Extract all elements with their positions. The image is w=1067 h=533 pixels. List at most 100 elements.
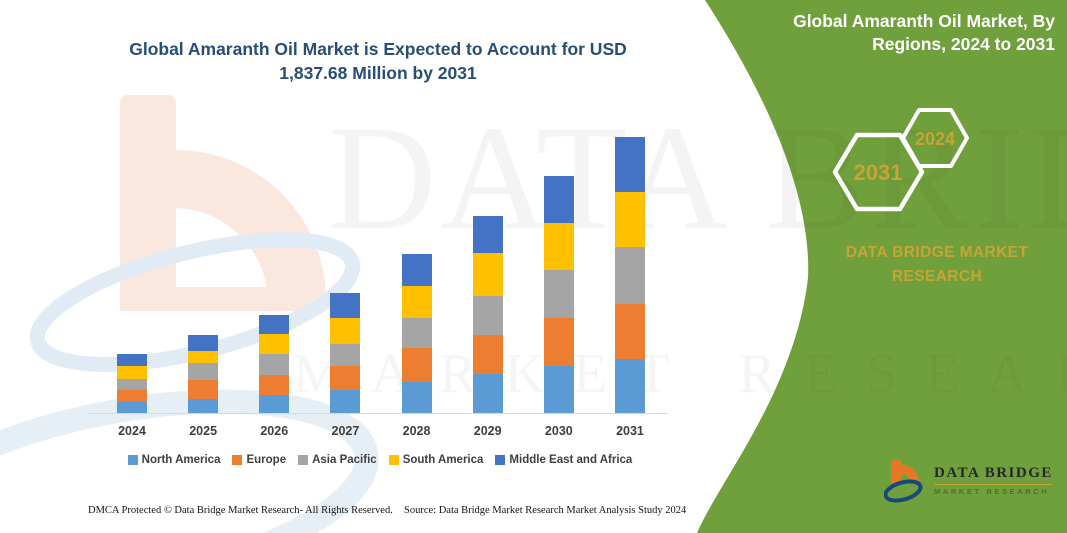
bar-segment-south-america (401, 285, 432, 318)
x-axis-label-2031: 2031 (616, 424, 644, 438)
year-hexagons: 2031 2024 (832, 108, 969, 212)
bar-segment-south-america (472, 253, 503, 296)
bar-2031 (614, 137, 645, 413)
bar-2025 (188, 335, 219, 413)
footer-copyright: DMCA Protected © Data Bridge Market Rese… (88, 505, 393, 516)
legend-item-middle-east-and-africa: Middle East and Africa (495, 454, 632, 466)
logo-divider (934, 483, 1052, 485)
bar-segment-north-america (543, 366, 574, 413)
bar-2026 (259, 314, 290, 413)
bar-segment-middle-east-and-africa (188, 335, 219, 351)
legend-item-asia-pacific: Asia Pacific (298, 454, 377, 466)
legend-swatch (495, 455, 506, 465)
footer-source: Source: Data Bridge Market Research Mark… (404, 505, 687, 516)
bar-segment-middle-east-and-africa (117, 353, 147, 367)
bar-segment-north-america (117, 401, 147, 413)
legend-label: South America (402, 454, 484, 466)
panel-title-line2: Regions, 2024 to 2031 (872, 33, 1055, 54)
bar-2029 (472, 216, 503, 413)
x-axis-label-2029: 2029 (473, 424, 502, 438)
bar-segment-europe (543, 318, 574, 367)
page-title-line1: Global Amaranth Oil Market is Expected t… (129, 39, 627, 59)
bar-segment-middle-east-and-africa (330, 293, 361, 318)
bar-segment-north-america (330, 389, 361, 413)
bar-2028 (401, 254, 432, 413)
blue-swoosh-watermark-2 (0, 389, 379, 533)
x-axis-line (88, 413, 668, 414)
legend-swatch (232, 455, 243, 465)
bar-segment-asia-pacific (472, 295, 503, 335)
data-bridge-b-watermark (0, 95, 379, 533)
bar-segment-asia-pacific (117, 379, 147, 391)
legend-swatch (127, 455, 138, 465)
legend-label: Asia Pacific (312, 454, 377, 466)
x-axis-label-2027: 2027 (331, 424, 360, 438)
bar-segment-south-america (259, 334, 290, 354)
legend-label: Middle East and Africa (509, 454, 633, 466)
bar-segment-south-america (543, 223, 574, 271)
bar-2027 (330, 293, 361, 413)
bar-2024 (117, 353, 147, 413)
logo-name: DATA BRIDGE (934, 465, 1053, 481)
panel-title: Global Amaranth Oil Market, By Regions, … (705, 10, 1055, 56)
bar-2030 (543, 176, 574, 413)
data-bridge-logo-icon (884, 460, 923, 503)
hexagon-2031-label: 2031 (854, 160, 903, 185)
hexagon-2031 (832, 132, 925, 212)
bar-segment-south-america (330, 317, 361, 344)
bar-segment-north-america (472, 373, 503, 413)
bar-segment-middle-east-and-africa (614, 137, 645, 192)
hexagon-2024-label: 2024 (915, 129, 955, 149)
bar-segment-europe (117, 390, 147, 402)
bar-segment-asia-pacific (543, 270, 574, 319)
x-axis-label-2030: 2030 (544, 424, 573, 438)
bar-segment-middle-east-and-africa (259, 314, 290, 335)
bar-segment-asia-pacific (259, 353, 290, 375)
green-side-panel (697, 0, 1067, 533)
legend-item-south-america: South America (388, 454, 484, 466)
bar-segment-asia-pacific (614, 247, 645, 304)
bar-segment-north-america (614, 358, 645, 413)
page-title: Global Amaranth Oil Market is Expected t… (68, 38, 688, 85)
brand-text-line1: DATA BRIDGE MARKET (845, 244, 1029, 261)
legend-item-europe: Europe (232, 454, 286, 466)
bar-segment-south-america (117, 366, 147, 380)
bar-segment-europe (472, 334, 503, 374)
bar-segment-north-america (259, 394, 290, 413)
logo-text: DATA BRIDGE MARKET RESEARCH (934, 465, 1053, 496)
x-axis-label-2026: 2026 (260, 424, 289, 438)
legend-label: Europe (246, 454, 287, 466)
x-axis-label-2024: 2024 (118, 424, 146, 438)
legend-item-north-america: North America (127, 454, 221, 466)
bar-segment-asia-pacific (330, 343, 361, 366)
legend-swatch (388, 455, 399, 465)
chart-legend: North America Europe Asia Pacific South Ame… (85, 454, 675, 466)
x-axis-label-2028: 2028 (402, 424, 431, 438)
legend-label: North America (141, 454, 221, 466)
bar-segment-south-america (188, 350, 219, 364)
hexagon-2024 (901, 108, 969, 168)
panel-title-line1: Global Amaranth Oil Market, By (793, 11, 1055, 31)
bar-segment-middle-east-and-africa (401, 254, 432, 286)
bar-segment-north-america (188, 399, 219, 413)
bar-segment-middle-east-and-africa (472, 216, 503, 254)
bar-segment-south-america (614, 191, 645, 248)
logo-subtitle: MARKET RESEARCH (934, 487, 1050, 496)
bar-segment-europe (614, 303, 645, 359)
bar-segment-europe (259, 374, 290, 395)
brand-text: DATA BRIDGE MARKET RESEARCH (818, 241, 1056, 289)
bar-segment-europe (330, 365, 361, 390)
x-axis-label-2025: 2025 (189, 424, 218, 438)
bar-segment-asia-pacific (188, 363, 219, 380)
legend-swatch (298, 455, 309, 465)
data-bridge-logo: DATA BRIDGE MARKET RESEARCH (884, 457, 1053, 505)
bar-segment-north-america (401, 381, 432, 413)
bar-segment-europe (401, 347, 432, 382)
bar-segment-middle-east-and-africa (543, 176, 574, 224)
bar-segment-asia-pacific (401, 317, 432, 348)
page-title-line2: 1,837.68 Million by 2031 (279, 62, 477, 83)
brand-text-line2: RESEARCH (891, 268, 983, 286)
